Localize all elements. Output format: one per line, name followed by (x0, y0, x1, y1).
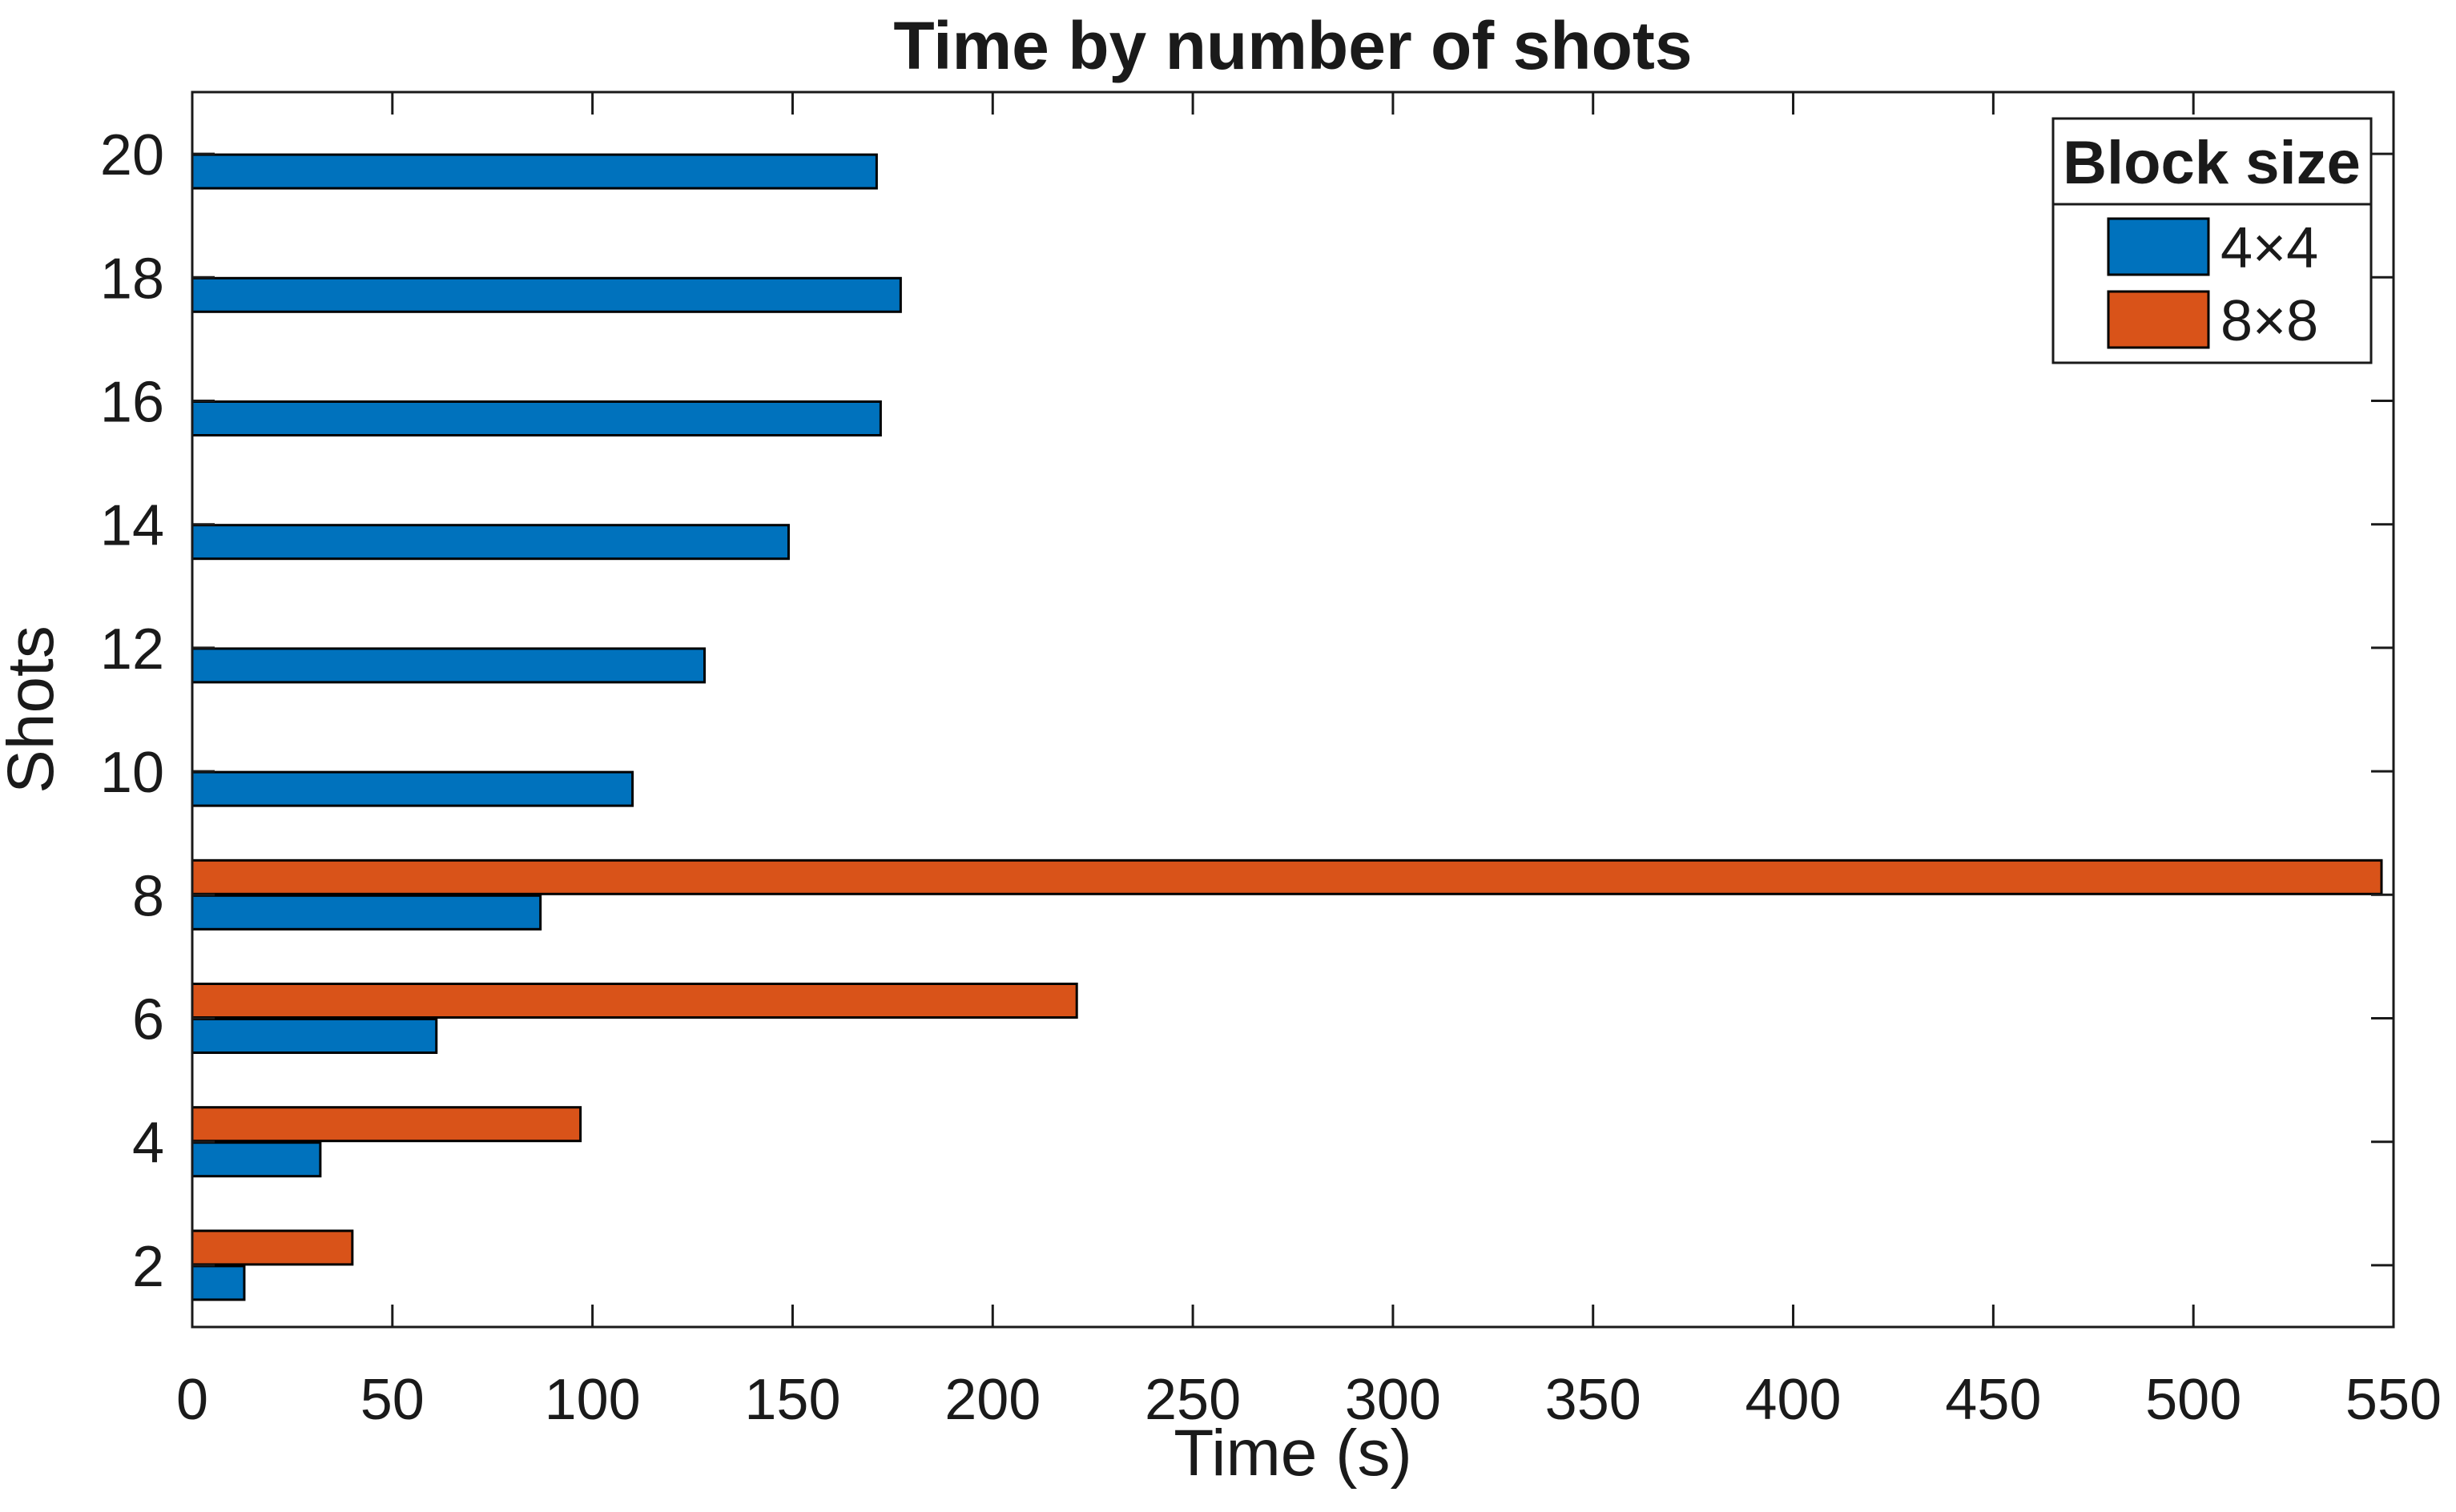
tick-labels-layer: 0 50 100 150 200 250 300 350 400 450 500 550 2 4 6 8 10 1… (100, 123, 2442, 1432)
legend-box (2051, 117, 2373, 364)
y-axis-label: Shots (0, 625, 67, 794)
plot-border (191, 90, 2395, 1329)
x-tick-label: 150 (744, 1368, 840, 1432)
bar-4×4-shots-16 (191, 400, 882, 436)
y-tick-label: 20 (100, 123, 164, 187)
y-tick-label: 6 (132, 988, 164, 1052)
y-tick-label: 8 (132, 864, 164, 928)
y-tick-label: 10 (100, 741, 164, 805)
bar-8×8-shots-4 (191, 1106, 582, 1143)
x-tick-label: 400 (1745, 1368, 1841, 1432)
legend-label-8×8: 8×8 (2220, 289, 2318, 353)
chart-title: Time by number of shots (893, 8, 1692, 83)
x-axis-label: Time (s) (1174, 1417, 1412, 1490)
x-tick-label: 350 (1545, 1368, 1641, 1432)
y-tick-label: 12 (100, 617, 164, 682)
x-tick-label: 200 (944, 1368, 1041, 1432)
bar-4×4-shots-12 (191, 647, 707, 684)
x-tick-label: 550 (2345, 1368, 2442, 1432)
bar-4×4-shots-14 (191, 524, 790, 561)
legend-label-4×4: 4×4 (2220, 216, 2318, 280)
legend-swatch-8×8 (2107, 290, 2210, 349)
x-tick-label: 50 (360, 1368, 425, 1432)
bar-4×4-shots-8 (191, 894, 542, 931)
y-tick-label: 2 (132, 1235, 164, 1299)
axes-layer (191, 90, 2395, 1329)
x-tick-label: 100 (545, 1368, 641, 1432)
legend-title: Block size (2063, 129, 2361, 197)
legend-swatch-4×4 (2107, 217, 2210, 276)
x-tick-label: 500 (2145, 1368, 2241, 1432)
bar-8×8-shots-6 (191, 983, 1078, 1019)
bar-4×4-shots-20 (191, 153, 878, 190)
bars-layer (191, 153, 2383, 1301)
x-tick-label: 300 (1345, 1368, 1441, 1432)
bar-4×4-shots-18 (191, 276, 902, 313)
bar-8×8-shots-2 (191, 1229, 354, 1266)
y-tick-label: 16 (100, 371, 164, 435)
x-tick-label: 250 (1145, 1368, 1241, 1432)
y-tick-label: 4 (132, 1112, 164, 1176)
y-tick-label: 14 (100, 494, 164, 558)
bar-4×4-shots-10 (191, 770, 634, 807)
bar-4×4-shots-6 (191, 1018, 438, 1054)
y-tick-label: 18 (100, 247, 164, 311)
bar-4×4-shots-4 (191, 1141, 322, 1178)
bar-8×8-shots-8 (191, 859, 2383, 895)
legend-entries: 4×48×8 (2107, 216, 2318, 353)
x-tick-label: 0 (176, 1368, 208, 1432)
x-tick-label: 450 (1945, 1368, 2041, 1432)
legend: Block size 4×48×8 (2051, 117, 2373, 364)
bar-4×4-shots-2 (191, 1265, 246, 1301)
